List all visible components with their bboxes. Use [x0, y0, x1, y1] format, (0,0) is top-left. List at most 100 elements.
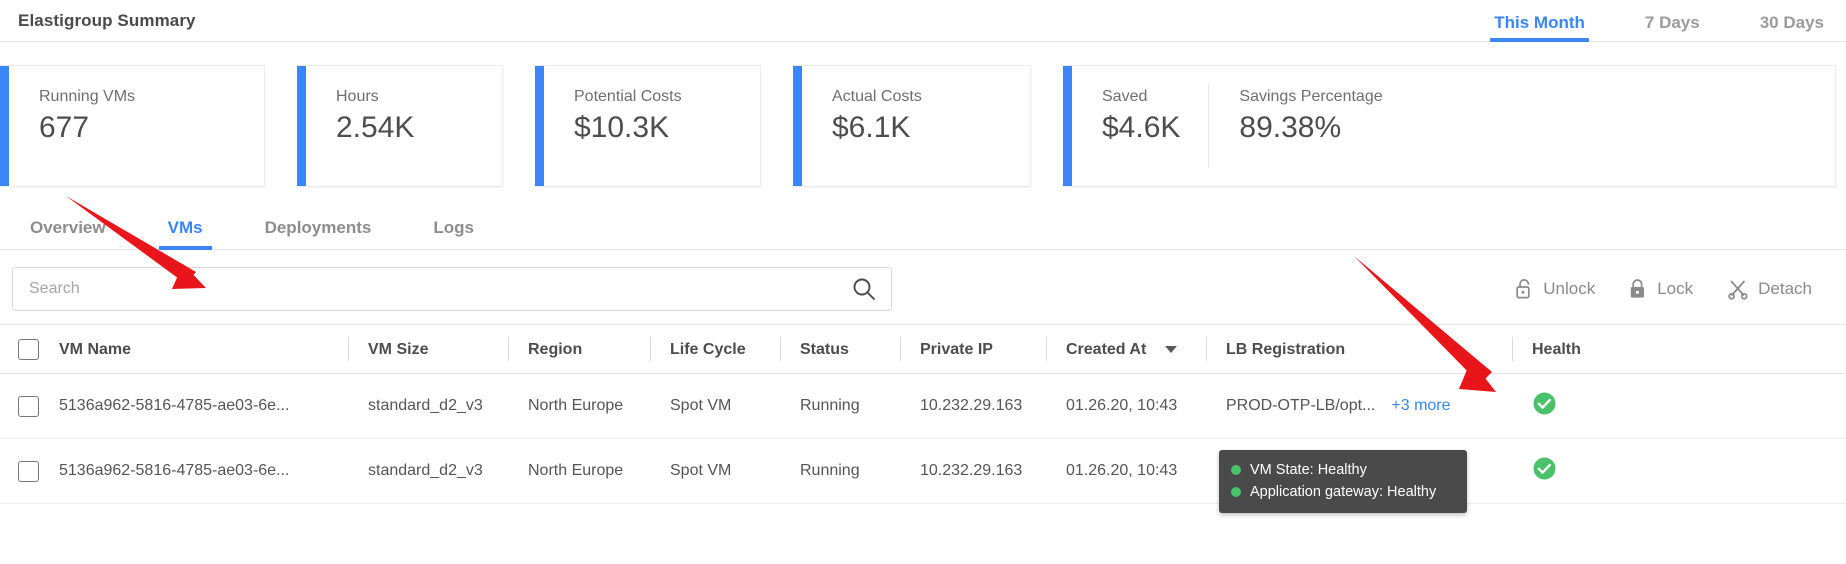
tooltip-row: Application gateway: Healthy [1231, 481, 1453, 503]
column-label: Status [800, 340, 849, 358]
metric-value: 89.38% [1239, 111, 1342, 144]
detach-button[interactable]: Detach [1727, 278, 1812, 300]
page-title: Elastigroup Summary [18, 10, 196, 30]
metric-card-running-vms: Running VMs 677 [0, 65, 265, 187]
column-header-lb-registration[interactable]: LB Registration [1206, 325, 1512, 374]
lock-icon [1629, 278, 1648, 300]
column-label: LB Registration [1226, 340, 1346, 358]
range-tab-30-days[interactable]: 30 Days [1759, 12, 1824, 32]
vm-name-text: 5136a962-5816-4785-ae03-6e... [59, 462, 290, 479]
unlock-icon [1515, 278, 1534, 300]
cell-private-ip: 10.232.29.163 [900, 373, 1046, 439]
column-header-private-ip[interactable]: Private IP [900, 325, 1046, 374]
table-row[interactable]: 5136a962-5816-4785-ae03-6e... standard_d… [0, 373, 1846, 439]
sort-descending-icon[interactable] [1165, 346, 1178, 353]
tab-overview[interactable]: Overview [30, 218, 106, 237]
cell-lb-registration: PROD-OTP-LB/opt... +3 more [1206, 373, 1512, 439]
cell-life-cycle: Spot VM [650, 373, 780, 439]
card-spacer [503, 65, 535, 188]
health-tooltip: VM State: Healthy Application gateway: H… [1219, 450, 1467, 513]
range-tab-7-days[interactable]: 7 Days [1644, 12, 1700, 32]
unlock-label: Unlock [1543, 278, 1596, 298]
tab-logs[interactable]: Logs [433, 218, 474, 237]
cell-vm-name: 5136a962-5816-4785-ae03-6e... [0, 373, 348, 439]
cell-life-cycle: Spot VM [650, 438, 780, 504]
table-row[interactable]: 5136a962-5816-4785-ae03-6e... standard_d… [0, 438, 1846, 504]
metric-value: $6.1K [832, 111, 911, 144]
cell-region: North Europe [508, 438, 650, 504]
page-header: Elastigroup Summary This Month 7 Days 30… [0, 0, 1846, 42]
metric-label: Potential Costs [574, 88, 682, 105]
detach-label: Detach [1758, 278, 1812, 298]
lb-more-link[interactable]: +3 more [1391, 397, 1451, 414]
row-checkbox[interactable] [18, 395, 39, 417]
metric-value: $10.3K [574, 111, 670, 144]
column-label: Health [1532, 340, 1581, 358]
cell-health[interactable] [1512, 373, 1846, 439]
column-label: Life Cycle [670, 340, 746, 358]
metric-cards-row: Running VMs 677 Hours 2.54K Potential Co… [0, 42, 1846, 188]
cell-health[interactable] [1512, 438, 1846, 504]
cell-region: North Europe [508, 373, 650, 439]
table-header-row: VM Name VM Size Region Life Cycle Status [0, 325, 1846, 374]
tab-deployments[interactable]: Deployments [264, 218, 372, 237]
search-input[interactable] [13, 267, 891, 310]
cell-status: Running [780, 438, 900, 504]
column-header-vm-size[interactable]: VM Size [348, 325, 508, 374]
lb-registration-text: PROD-OTP-LB/opt... [1226, 397, 1376, 414]
lock-label: Lock [1657, 278, 1694, 298]
vms-table: VM Name VM Size Region Life Cycle Status [0, 324, 1846, 504]
range-tab-this-month[interactable]: This Month [1490, 13, 1589, 42]
cell-private-ip: 10.232.29.163 [900, 438, 1046, 504]
metric-card-savings: Saved $4.6K Savings Percentage 89.38% [1063, 65, 1836, 187]
select-all-checkbox[interactable] [18, 339, 39, 360]
metric-value: $4.6K [1102, 111, 1181, 144]
tooltip-text: VM State: Healthy [1250, 462, 1367, 478]
column-header-health[interactable]: Health [1512, 325, 1846, 374]
column-header-created-at[interactable]: Created At [1046, 325, 1206, 374]
tab-vms[interactable]: VMs [158, 218, 212, 250]
lock-button[interactable]: Lock [1629, 278, 1693, 300]
card-spacer [265, 65, 297, 188]
metric-value: 2.54K [336, 111, 415, 144]
column-label: Private IP [920, 340, 993, 358]
cell-vm-size: standard_d2_v3 [348, 438, 508, 504]
metric-label: Running VMs [39, 88, 136, 105]
search-box[interactable] [12, 266, 892, 311]
toolbar-actions: Unlock Lock [1515, 278, 1826, 300]
tooltip-text: Application gateway: Healthy [1250, 484, 1437, 500]
scissors-icon [1727, 278, 1749, 300]
column-header-vm-name[interactable]: VM Name [0, 325, 348, 374]
row-checkbox[interactable] [18, 460, 39, 482]
metric-label: Hours [336, 88, 379, 105]
health-healthy-icon[interactable] [1532, 456, 1557, 486]
metric-label: Saved [1102, 88, 1148, 105]
column-label: Created At [1066, 340, 1147, 358]
status-dot-icon [1231, 465, 1241, 475]
cell-vm-name: 5136a962-5816-4785-ae03-6e... [0, 438, 348, 504]
column-header-status[interactable]: Status [780, 325, 900, 374]
cell-vm-size: standard_d2_v3 [348, 373, 508, 439]
table-toolbar: Unlock Lock [0, 250, 1846, 311]
unlock-button[interactable]: Unlock [1515, 278, 1595, 300]
column-label: VM Name [59, 340, 132, 358]
column-label: VM Size [368, 340, 429, 358]
cell-created-at: 01.26.20, 10:43 [1046, 373, 1206, 439]
metric-card-potential-costs: Potential Costs $10.3K [535, 65, 761, 187]
metric-value: 677 [39, 111, 90, 144]
section-tabs: Overview VMs Deployments Logs [0, 202, 1846, 250]
metric-card-hours: Hours 2.54K [297, 65, 503, 187]
column-header-life-cycle[interactable]: Life Cycle [650, 325, 780, 374]
health-healthy-icon[interactable] [1532, 391, 1557, 421]
date-range-tabs: This Month 7 Days 30 Days [1434, 0, 1824, 42]
cell-created-at: 01.26.20, 10:43 [1046, 438, 1206, 504]
metric-label: Actual Costs [832, 88, 922, 105]
cell-status: Running [780, 373, 900, 439]
status-dot-icon [1231, 487, 1241, 497]
card-spacer [761, 65, 793, 188]
column-header-region[interactable]: Region [508, 325, 650, 374]
search-icon[interactable] [851, 276, 877, 302]
metric-card-actual-costs: Actual Costs $6.1K [793, 65, 1031, 187]
metric-label: Savings Percentage [1239, 88, 1383, 105]
